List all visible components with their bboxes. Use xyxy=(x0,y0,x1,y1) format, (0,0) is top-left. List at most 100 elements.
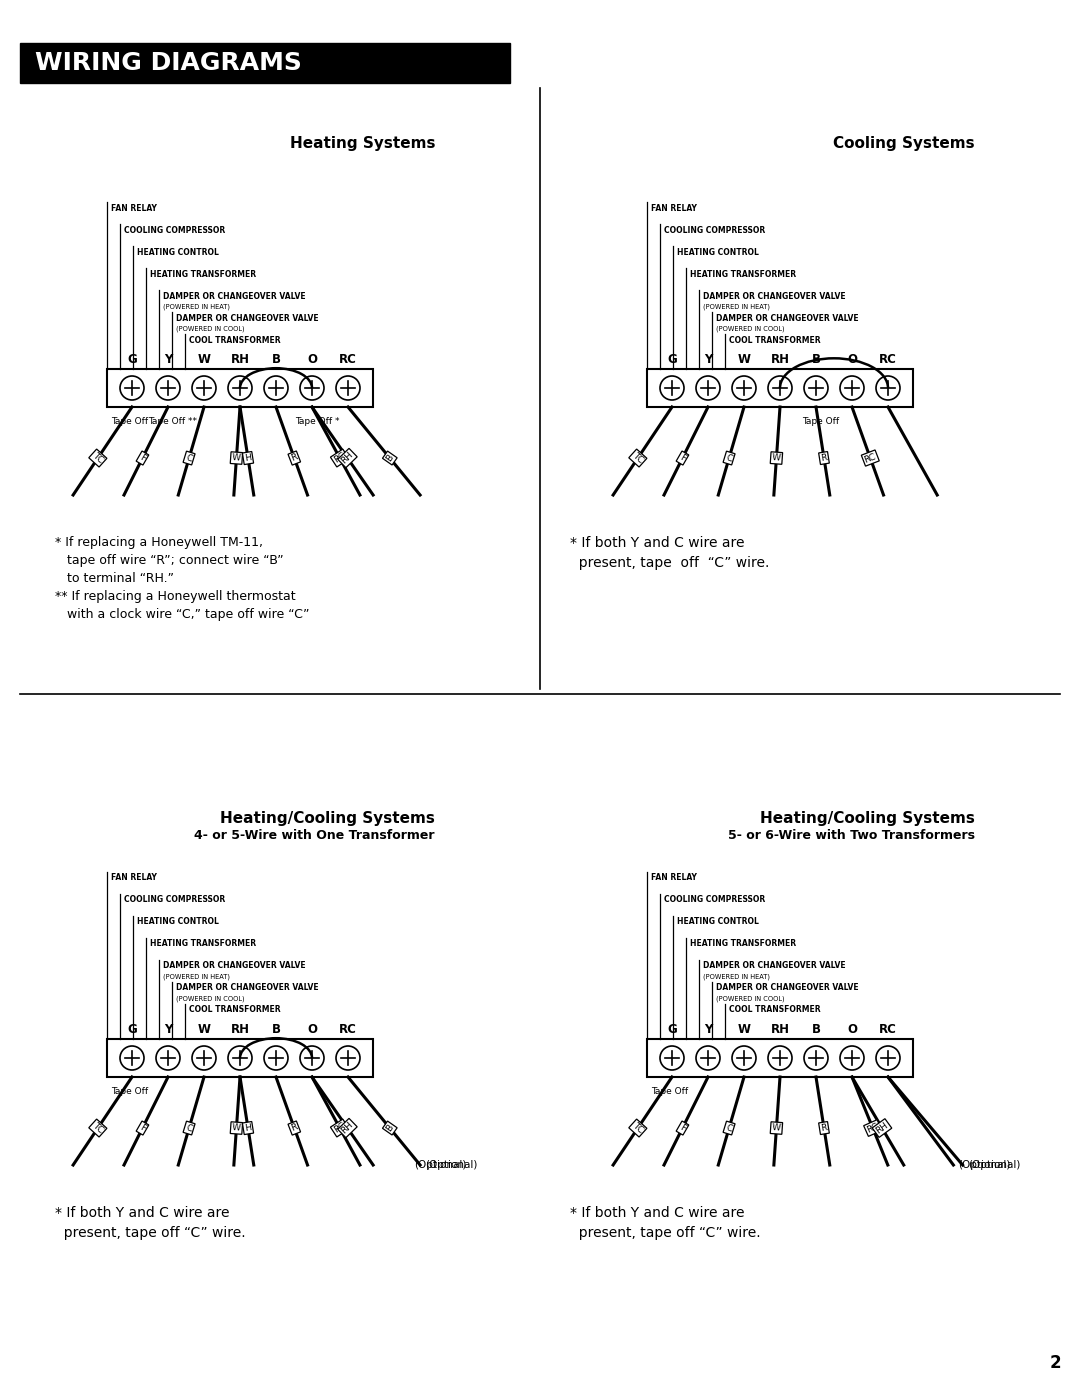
Text: F: F xyxy=(138,1123,147,1133)
Text: FAN RELAY: FAN RELAY xyxy=(651,873,697,883)
Circle shape xyxy=(300,376,324,400)
Circle shape xyxy=(660,1047,684,1070)
Text: Tape Off *: Tape Off * xyxy=(295,416,339,426)
Circle shape xyxy=(228,1047,252,1070)
Text: TC: TC xyxy=(631,1122,645,1135)
Text: R: R xyxy=(289,1123,299,1134)
Text: DAMPER OR CHANGEOVER VALVE: DAMPER OR CHANGEOVER VALVE xyxy=(703,962,846,970)
Circle shape xyxy=(156,1047,180,1070)
Text: Y: Y xyxy=(704,353,712,366)
Circle shape xyxy=(732,1047,756,1070)
Text: H: H xyxy=(244,452,252,464)
Circle shape xyxy=(768,1047,792,1070)
Text: HEATING TRANSFORMER: HEATING TRANSFORMER xyxy=(150,269,256,279)
Text: RH: RH xyxy=(770,1023,789,1035)
Circle shape xyxy=(876,1047,900,1070)
Text: DAMPER OR CHANGEOVER VALVE: DAMPER OR CHANGEOVER VALVE xyxy=(716,984,859,992)
Text: RC: RC xyxy=(865,1122,880,1134)
Text: 5- or 6-Wire with Two Transformers: 5- or 6-Wire with Two Transformers xyxy=(728,829,975,841)
Text: * If both Y and C wire are
  present, tape  off  “C” wire.: * If both Y and C wire are present, tape… xyxy=(570,536,769,569)
Text: B: B xyxy=(384,452,395,464)
Text: (POWERED IN HEAT): (POWERED IN HEAT) xyxy=(163,304,230,311)
Text: RH: RH xyxy=(230,353,249,366)
Text: HEATING TRANSFORMER: HEATING TRANSFORMER xyxy=(690,940,796,948)
Text: G: G xyxy=(127,1023,137,1035)
Text: TC: TC xyxy=(91,1122,105,1135)
Circle shape xyxy=(804,1047,828,1070)
Text: F: F xyxy=(678,452,687,464)
Circle shape xyxy=(336,1047,360,1070)
Text: W: W xyxy=(198,353,211,366)
Text: R: R xyxy=(289,452,299,464)
Text: * If both Y and C wire are
  present, tape off “C” wire.: * If both Y and C wire are present, tape… xyxy=(570,1206,760,1239)
Text: Cooling Systems: Cooling Systems xyxy=(834,136,975,150)
Text: RC: RC xyxy=(333,1122,348,1135)
Text: C: C xyxy=(725,1123,733,1133)
Circle shape xyxy=(660,376,684,400)
Text: G: G xyxy=(127,353,137,366)
Text: B: B xyxy=(811,1023,821,1035)
Text: Heating/Cooling Systems: Heating/Cooling Systems xyxy=(760,811,975,826)
Text: Heating Systems: Heating Systems xyxy=(289,136,435,150)
Circle shape xyxy=(840,376,864,400)
Text: C: C xyxy=(185,452,193,464)
Text: WIRING DIAGRAMS: WIRING DIAGRAMS xyxy=(35,51,302,75)
Text: RH: RH xyxy=(770,353,789,366)
Text: FAN RELAY: FAN RELAY xyxy=(111,873,157,883)
Text: B: B xyxy=(384,1123,395,1133)
Text: HEATING CONTROL: HEATING CONTROL xyxy=(677,247,759,257)
Text: B: B xyxy=(271,1023,281,1035)
Circle shape xyxy=(264,1047,288,1070)
Text: FAN RELAY: FAN RELAY xyxy=(111,204,157,212)
Text: RH: RH xyxy=(230,1023,249,1035)
Text: C: C xyxy=(185,1123,193,1133)
Text: DAMPER OR CHANGEOVER VALVE: DAMPER OR CHANGEOVER VALVE xyxy=(716,314,859,322)
Text: Heating/Cooling Systems: Heating/Cooling Systems xyxy=(220,811,435,826)
Text: B: B xyxy=(811,353,821,366)
Text: W: W xyxy=(772,454,781,462)
Text: RH: RH xyxy=(874,1120,890,1135)
Circle shape xyxy=(120,376,144,400)
Bar xyxy=(647,1040,913,1077)
Text: G: G xyxy=(667,353,677,366)
Text: H: H xyxy=(244,1123,252,1133)
Text: COOLING COMPRESSOR: COOLING COMPRESSOR xyxy=(124,225,226,235)
Text: TC: TC xyxy=(631,451,645,465)
Circle shape xyxy=(696,1047,720,1070)
Text: G: G xyxy=(667,1023,677,1035)
Text: W: W xyxy=(772,1123,781,1133)
Text: RC: RC xyxy=(879,353,896,366)
Text: COOLING COMPRESSOR: COOLING COMPRESSOR xyxy=(124,895,226,905)
Text: (POWERED IN COOL): (POWERED IN COOL) xyxy=(716,995,785,1002)
Text: Y: Y xyxy=(164,353,172,366)
Text: HEATING CONTROL: HEATING CONTROL xyxy=(137,247,219,257)
Circle shape xyxy=(120,1047,144,1070)
Text: TC: TC xyxy=(91,451,105,465)
Text: O: O xyxy=(847,353,858,366)
Text: HEATING TRANSFORMER: HEATING TRANSFORMER xyxy=(690,269,796,279)
Text: Tape Off **: Tape Off ** xyxy=(149,416,198,426)
Text: R: R xyxy=(820,452,827,464)
Text: C: C xyxy=(725,452,733,464)
Text: HEATING TRANSFORMER: HEATING TRANSFORMER xyxy=(150,940,256,948)
Text: COOLING COMPRESSOR: COOLING COMPRESSOR xyxy=(664,225,766,235)
Circle shape xyxy=(264,376,288,400)
Text: (POWERED IN HEAT): (POWERED IN HEAT) xyxy=(163,974,230,980)
Text: Tape Off: Tape Off xyxy=(651,1087,689,1097)
Text: O: O xyxy=(307,353,318,366)
Text: HEATING CONTROL: HEATING CONTROL xyxy=(137,917,219,927)
Text: RC: RC xyxy=(333,451,348,465)
Text: (Optional): (Optional) xyxy=(958,1160,1011,1170)
Text: RC: RC xyxy=(863,451,878,465)
Text: RC: RC xyxy=(339,1023,356,1035)
Circle shape xyxy=(840,1047,864,1070)
Text: W: W xyxy=(232,454,241,462)
Text: DAMPER OR CHANGEOVER VALVE: DAMPER OR CHANGEOVER VALVE xyxy=(703,291,846,300)
Text: RH: RH xyxy=(339,450,355,466)
Text: COOL TRANSFORMER: COOL TRANSFORMER xyxy=(189,1005,281,1015)
Text: RC: RC xyxy=(879,1023,896,1035)
Circle shape xyxy=(876,376,900,400)
Text: Tape Off: Tape Off xyxy=(111,416,149,426)
Text: (Optional): (Optional) xyxy=(426,1160,477,1170)
Text: F: F xyxy=(678,1123,687,1133)
